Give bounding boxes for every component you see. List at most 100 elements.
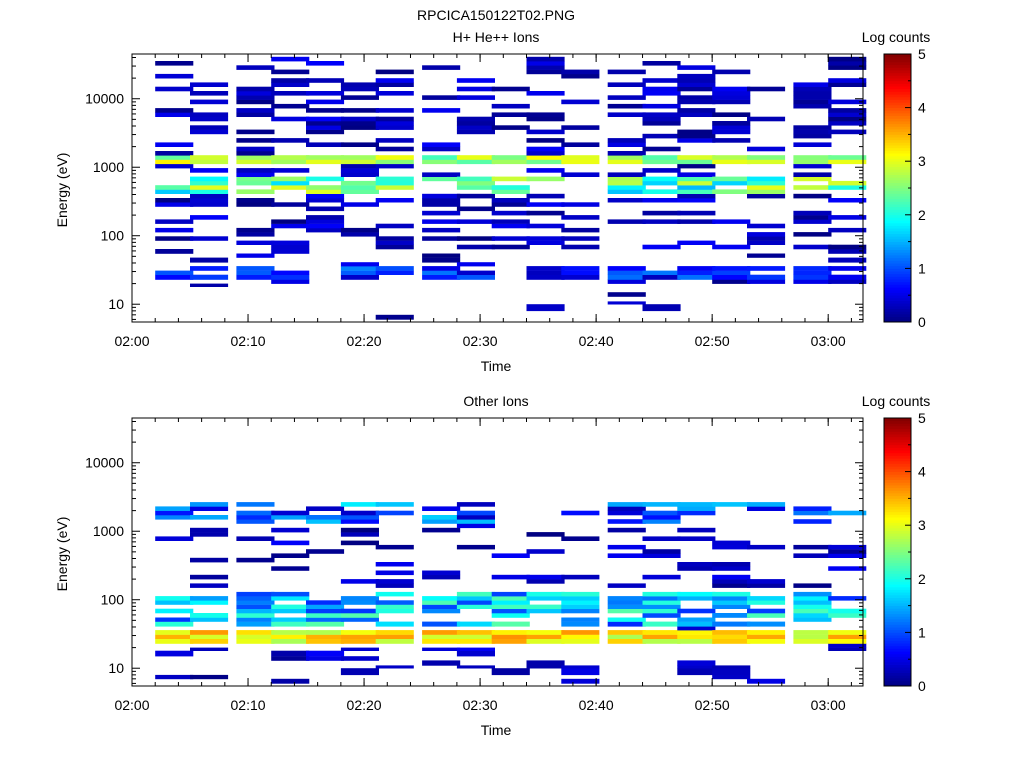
heatmap-cell [491, 553, 530, 558]
heatmap-cell [828, 159, 867, 165]
heatmap-cell [236, 600, 275, 605]
heatmap-cell [607, 151, 646, 156]
heatmap-cell [677, 617, 716, 622]
colorbar-segment [884, 592, 911, 596]
heatmap-cell [793, 270, 832, 275]
heatmap-cell [793, 519, 832, 524]
colorbar-segment [884, 570, 911, 574]
colorbar-segment [884, 153, 911, 157]
heatmap-cell [422, 506, 461, 511]
colorbar-segment [884, 474, 911, 478]
heatmap-cell [712, 244, 751, 250]
heatmap-cell [561, 634, 600, 639]
heatmap-cell [491, 198, 530, 203]
heatmap-cell [306, 506, 345, 511]
colorbar-segment [884, 552, 911, 556]
heatmap-cell [712, 665, 751, 669]
colorbar-segment [884, 171, 911, 175]
colorbar-segment [884, 214, 911, 218]
heatmap-cell [422, 146, 461, 152]
heatmap-cell [190, 193, 229, 199]
colorbar-segment [884, 597, 911, 601]
heatmap-cell [828, 274, 867, 280]
heatmap-cell [561, 604, 600, 609]
heatmap-cell [561, 69, 600, 75]
colorbar-segment [884, 621, 911, 625]
heatmap-cell [271, 604, 310, 609]
heatmap-cell [306, 198, 345, 203]
heatmap-cell [422, 634, 461, 639]
heatmap-cell [607, 527, 646, 533]
colorbar-segment [884, 107, 911, 111]
heatmap-cell [190, 116, 229, 122]
heatmap-cell [712, 596, 751, 601]
heatmap-cell [561, 155, 600, 160]
heatmap-cell [190, 600, 229, 605]
heatmap-cell [642, 574, 681, 580]
heatmap-cell [271, 116, 310, 122]
heatmap-cell [828, 266, 867, 271]
x-tick-label: 02:30 [463, 333, 498, 349]
colorbar-segment [884, 67, 911, 71]
heatmap-cell [491, 189, 530, 194]
heatmap-cell [340, 519, 379, 524]
colorbar-segment [884, 206, 911, 210]
heatmap-cell [340, 168, 379, 173]
heatmap-cell [236, 608, 275, 614]
heatmap-cell [271, 223, 310, 229]
colorbar-segment [884, 463, 911, 467]
colorbar-segment [884, 442, 911, 446]
heatmap-cell [677, 78, 716, 83]
x-tick-label: 02:40 [579, 697, 614, 713]
colorbar-tick-label: 2 [918, 571, 926, 587]
heatmap-cell [306, 638, 345, 644]
heatmap-cell [747, 579, 786, 584]
heatmap-cell [607, 198, 646, 203]
colorbar-segment [884, 209, 911, 213]
y-tick-label: 10 [108, 660, 124, 676]
colorbar-segment [884, 94, 911, 98]
heatmap-cell [793, 591, 832, 597]
heatmap-cell [747, 583, 786, 588]
heatmap-cell [712, 566, 751, 571]
heatmap-cell [340, 647, 379, 651]
heatmap-cell [236, 596, 275, 601]
heatmap-cell [526, 210, 565, 216]
colorbar-segment [884, 265, 911, 269]
heatmap-cell [422, 270, 461, 275]
heatmap-cell [491, 600, 530, 605]
heatmap-cell [642, 159, 681, 165]
colorbar-segment [884, 450, 911, 454]
colorbar-segment [884, 238, 911, 242]
heatmap-cell [677, 133, 716, 139]
heatmap-cell [642, 121, 681, 126]
heatmap-cell [190, 99, 229, 105]
colorbar-segment [884, 295, 911, 299]
colorbar-segment [884, 305, 911, 309]
colorbar-segment [884, 468, 911, 472]
heatmap-cell [712, 125, 751, 130]
heatmap-cell [793, 608, 832, 614]
colorbar-segment [884, 150, 911, 154]
heatmap-cell [456, 638, 495, 644]
heatmap-cell [712, 502, 751, 507]
heatmap-cell [155, 650, 194, 657]
heatmap-cell [422, 193, 461, 199]
heatmap-cell [642, 198, 681, 203]
heatmap-cell [456, 621, 495, 627]
colorbar-segment [884, 573, 911, 577]
heatmap-cell [712, 634, 751, 639]
heatmap-cell [456, 180, 495, 186]
heatmap-cell [607, 112, 646, 117]
heatmap-cell [456, 502, 495, 507]
heatmap-cell [422, 621, 461, 627]
heatmap-cell [712, 95, 751, 100]
heatmap-cell [456, 274, 495, 280]
heatmap-cell [155, 142, 194, 147]
heatmap-cell [712, 274, 751, 280]
heatmap-cell [747, 608, 786, 614]
heatmap-cell [526, 579, 565, 584]
colorbar-segment [884, 260, 911, 264]
figure-title: RPCICA150122T02.PNG [417, 7, 575, 23]
heatmap-cell [526, 604, 565, 609]
